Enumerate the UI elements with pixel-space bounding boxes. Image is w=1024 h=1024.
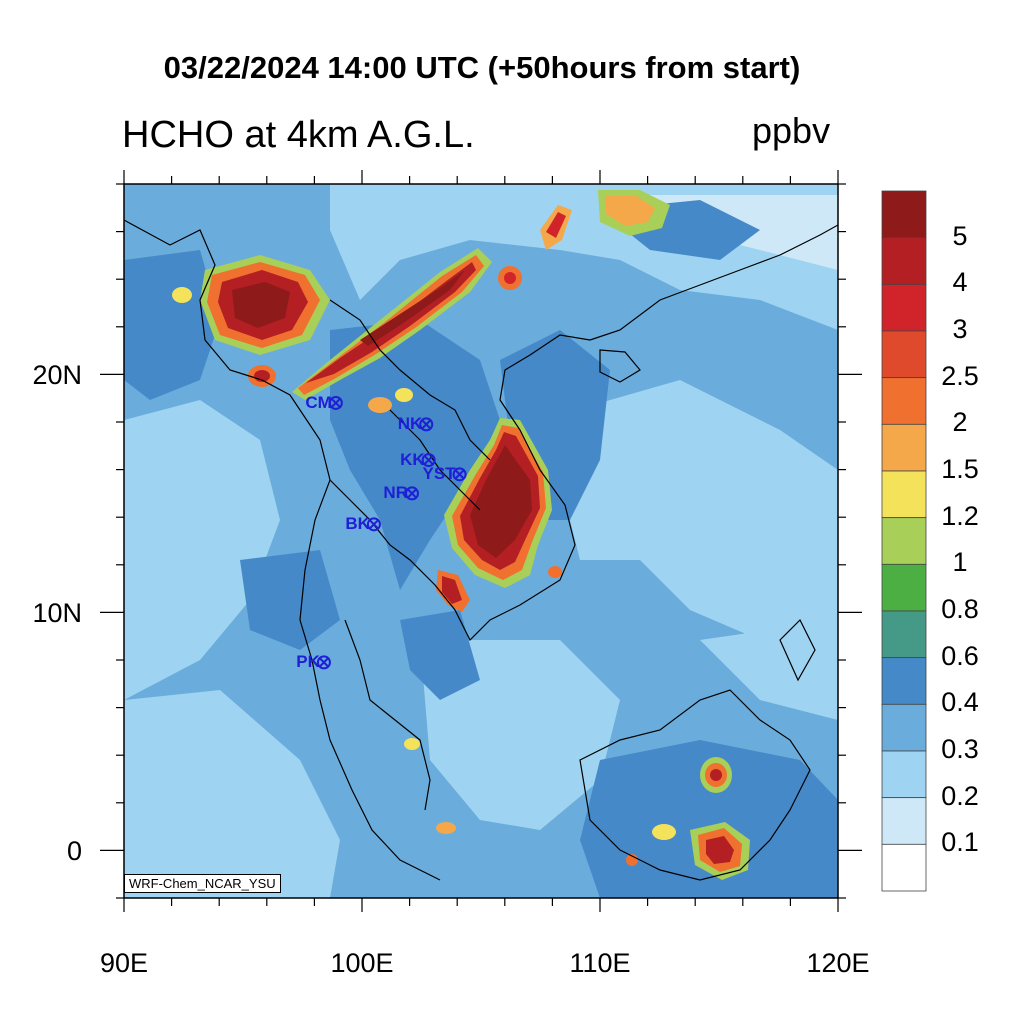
colorbar-swatch <box>881 657 927 705</box>
colorbar-swatch <box>881 843 927 892</box>
colorbar-swatch <box>881 563 927 612</box>
hotspot-north-band <box>292 190 670 413</box>
colorbar-label: 0.3 <box>941 734 979 764</box>
station-label: NK <box>397 414 423 434</box>
station-label: YST <box>422 464 456 484</box>
colorbar-label: 2.5 <box>941 360 979 391</box>
colorbar-swatch <box>881 237 927 285</box>
station-marker <box>316 655 331 670</box>
hotspot-cambodia <box>436 418 562 612</box>
colorbar-label: 1.2 <box>941 500 979 531</box>
colorbar-swatch <box>881 610 927 659</box>
colorbar-swatch <box>881 703 927 752</box>
station-marker <box>328 395 343 410</box>
unit-label: ppbv <box>752 110 831 151</box>
colorbar-label: 5 <box>952 220 968 251</box>
colorbar-swatch <box>881 190 927 239</box>
axis-ticks <box>100 170 862 912</box>
colorbar-label: 1.5 <box>941 454 979 484</box>
station-marker <box>366 517 381 532</box>
colorbar-swatch <box>881 377 927 425</box>
colorbar-label: 0.8 <box>941 594 979 624</box>
x-tick-110e: 110E <box>569 948 631 978</box>
plot-frame <box>123 183 839 899</box>
x-tick-90e: 90E <box>99 948 149 978</box>
coastlines <box>124 219 838 881</box>
station-label: BK <box>345 514 370 534</box>
y-tick-10n: 10N <box>32 598 82 628</box>
colorbar-label: 0.1 <box>941 827 979 858</box>
y-tick-20n: 20N <box>32 360 82 390</box>
hotspot-borneo <box>404 738 750 880</box>
station-markers <box>316 395 467 670</box>
x-tick-100e: 100E <box>330 948 394 978</box>
variable-label: HCHO at 4km A.G.L. <box>122 114 475 156</box>
station-marker <box>404 486 419 501</box>
colorbar-label: 1 <box>952 547 968 578</box>
colorbar-label: 4 <box>952 267 968 298</box>
station-marker <box>421 453 436 468</box>
colorbar-swatch <box>881 470 927 519</box>
station-label: CM <box>305 392 332 412</box>
concentration-field <box>124 184 838 898</box>
colorbar-swatch <box>881 797 927 845</box>
x-tick-120e: 120E <box>806 948 870 978</box>
colorbar-label: 0.4 <box>941 687 979 718</box>
station-label: KK <box>400 450 425 470</box>
colorbar-swatch <box>881 423 927 472</box>
y-tick-0: 0 <box>66 836 82 866</box>
colorbar-label: 0.2 <box>941 780 979 811</box>
colorbar-label: 2 <box>952 407 968 438</box>
station-marker <box>419 417 434 432</box>
colorbar <box>881 190 927 892</box>
station-label: PK <box>296 652 320 672</box>
colorbar-label: 3 <box>952 314 968 344</box>
colorbar-swatch <box>881 330 927 379</box>
station-marker <box>452 467 467 482</box>
hotspot-myanmar <box>172 255 330 387</box>
station-label: NR <box>383 483 408 503</box>
colorbar-label: 0.6 <box>941 640 979 671</box>
model-credit: WRF-Chem_NCAR_YSU <box>124 874 281 893</box>
map-title: 03/22/2024 14:00 UTC (+50hours from star… <box>163 50 801 85</box>
